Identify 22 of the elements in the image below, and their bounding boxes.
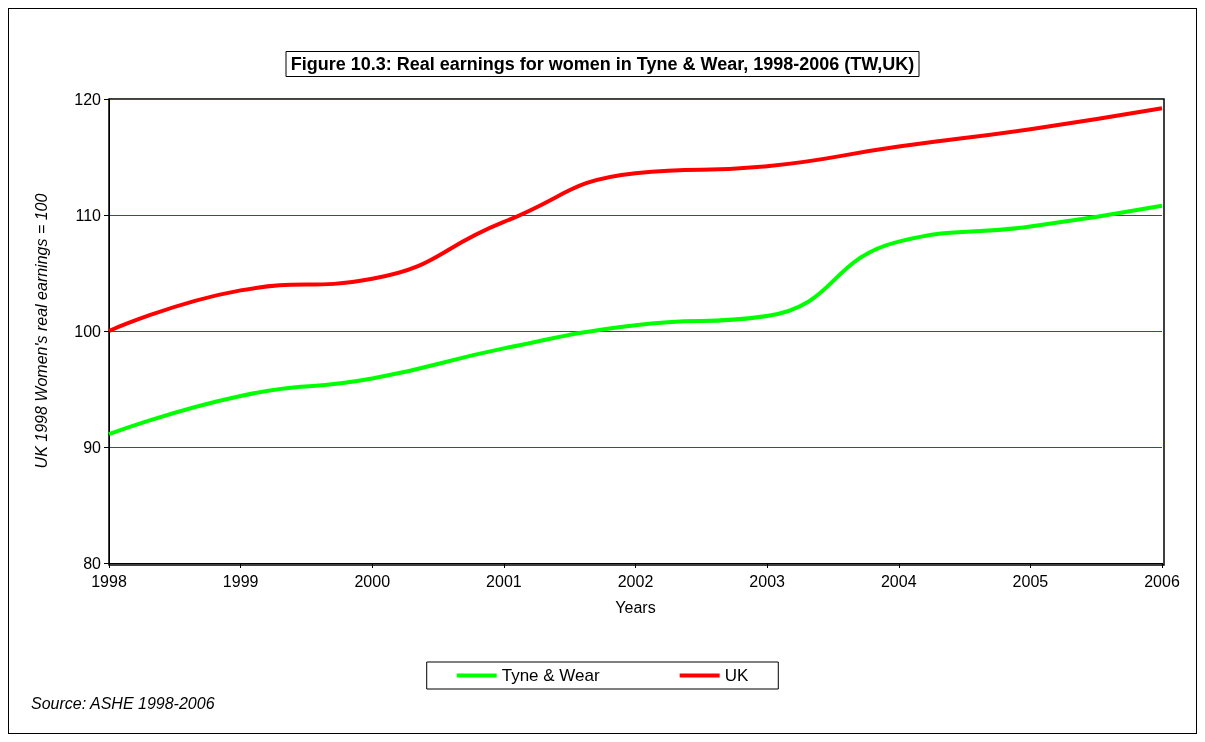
x-tick-label: 2006 (1144, 572, 1180, 590)
x-tick-label: 2004 (880, 572, 917, 590)
y-tick-label: 80 (83, 554, 102, 572)
x-tick-label: 2005 (1012, 572, 1049, 590)
y-axis-title: UK 1998 Women's real earnings = 100 (32, 193, 50, 469)
x-axis-title: Years (615, 598, 656, 616)
line-series (107, 203, 1164, 437)
source-note: Source: ASHE 1998-2006 (31, 694, 215, 712)
y-tick-label: 90 (83, 438, 102, 456)
legend-label: Tyne & Wear (501, 666, 601, 685)
x-tick-label: 1998 (91, 572, 127, 590)
x-tick-label: 2003 (749, 572, 786, 590)
x-tick-label: 1999 (222, 572, 259, 590)
x-tick-label: 2000 (354, 572, 391, 590)
x-tick-label: 2002 (617, 572, 654, 590)
y-tick-label: 120 (74, 90, 102, 108)
line-series (107, 106, 1164, 333)
y-tick-label: 110 (75, 206, 102, 224)
chart-title: Figure 10.3: Real earnings for women in Tyne & Wear, 1998-2006 (TW,UK) (290, 54, 915, 74)
legend-label: UK (724, 666, 749, 685)
y-tick-label: 100 (74, 322, 102, 340)
x-tick-label: 2001 (486, 572, 522, 590)
